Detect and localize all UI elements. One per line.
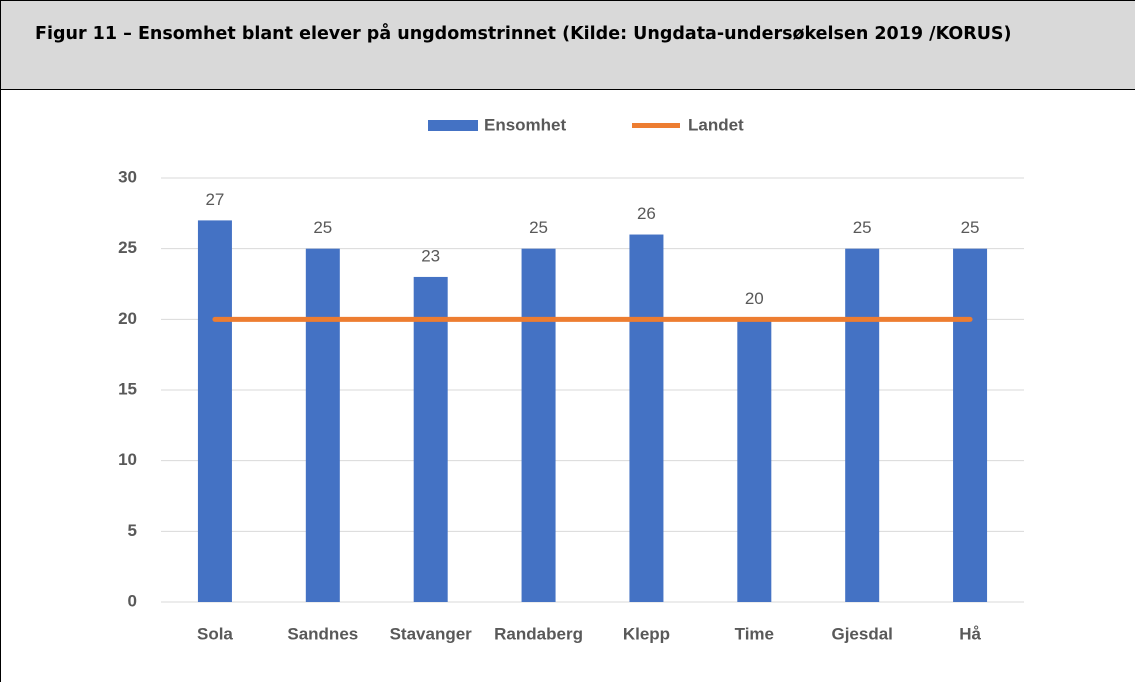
bar bbox=[737, 319, 772, 602]
y-tick-label: 0 bbox=[128, 591, 137, 610]
y-tick-label: 30 bbox=[118, 167, 137, 186]
data-label: 23 bbox=[421, 246, 440, 265]
data-label: 25 bbox=[853, 218, 872, 237]
bar bbox=[953, 248, 988, 602]
data-label: 27 bbox=[205, 190, 224, 209]
bar bbox=[845, 248, 880, 602]
bar bbox=[305, 248, 340, 602]
data-label: 25 bbox=[529, 218, 548, 237]
chart-title: Figur 11 – Ensomhet blant elever på ungd… bbox=[0, 0, 1135, 90]
y-tick-label: 20 bbox=[118, 309, 137, 328]
legend-label: Landet bbox=[688, 115, 744, 134]
y-tick-label: 5 bbox=[128, 521, 137, 540]
x-tick-label: Stavanger bbox=[390, 624, 473, 643]
x-tick-label: Hå bbox=[959, 624, 981, 643]
x-tick-label: Gjesdal bbox=[831, 624, 892, 643]
x-tick-label: Sandnes bbox=[287, 624, 358, 643]
y-tick-label: 10 bbox=[118, 450, 137, 469]
data-label: 25 bbox=[961, 218, 980, 237]
bar bbox=[413, 276, 448, 602]
data-label: 25 bbox=[313, 218, 332, 237]
chart: 0 5 10 15 20 25 30 Sola Sandnes Stavanger Randaber… bbox=[118, 115, 1024, 643]
y-tick-label: 15 bbox=[118, 379, 137, 398]
legend-label: Ensomhet bbox=[484, 115, 567, 134]
y-tick-label: 25 bbox=[118, 238, 137, 257]
bar bbox=[521, 248, 556, 602]
bar bbox=[197, 220, 232, 602]
x-tick-label: Sola bbox=[197, 624, 233, 643]
x-tick-label: Klepp bbox=[623, 624, 670, 643]
x-tick-label: Time bbox=[735, 624, 774, 643]
data-label: 20 bbox=[745, 289, 764, 308]
bar bbox=[629, 234, 664, 603]
data-label: 26 bbox=[637, 204, 656, 223]
x-tick-label: Randaberg bbox=[494, 624, 583, 643]
legend-swatch bbox=[428, 120, 478, 131]
